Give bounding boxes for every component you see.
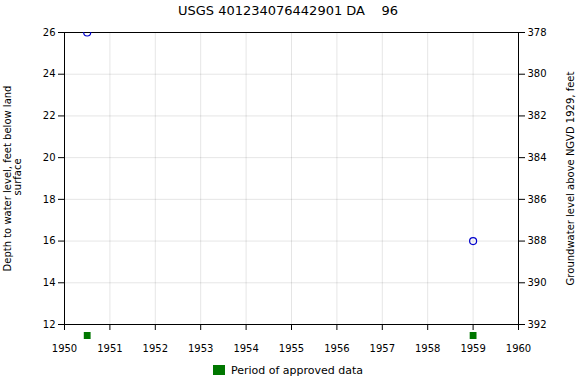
svg-text:1956: 1956 <box>324 343 349 354</box>
svg-text:1950: 1950 <box>52 343 77 354</box>
svg-text:26: 26 <box>43 27 56 38</box>
svg-text:1959: 1959 <box>460 343 485 354</box>
svg-text:Depth to water level, feet bel: Depth to water level, feet below land su… <box>2 86 23 272</box>
svg-text:1953: 1953 <box>188 343 213 354</box>
svg-text:1954: 1954 <box>233 343 258 354</box>
svg-text:386: 386 <box>528 194 547 205</box>
svg-text:388: 388 <box>528 235 547 246</box>
svg-text:392: 392 <box>528 319 547 330</box>
svg-text:12: 12 <box>43 319 56 330</box>
svg-text:1951: 1951 <box>97 343 122 354</box>
svg-text:18: 18 <box>43 194 56 205</box>
svg-text:380: 380 <box>528 68 547 79</box>
svg-text:390: 390 <box>528 277 547 288</box>
svg-text:382: 382 <box>528 110 547 121</box>
svg-text:16: 16 <box>43 235 56 246</box>
svg-text:1960: 1960 <box>506 343 531 354</box>
svg-text:1952: 1952 <box>143 343 168 354</box>
svg-text:1955: 1955 <box>279 343 304 354</box>
html-text:Period of approved data: Period of approved data <box>230 363 364 377</box>
svg-text:1957: 1957 <box>370 343 395 354</box>
html-text:USGS 401234076442901 DA 96: USGS 401234076442901 DA 96 <box>177 3 399 18</box>
svg-text:384: 384 <box>528 152 547 163</box>
svg-text:24: 24 <box>43 68 56 79</box>
svg-text:22: 22 <box>43 110 56 121</box>
svg-text:Groundwater level above NGVD 1: Groundwater level above NGVD 1929, feet <box>565 72 576 286</box>
svg-text:14: 14 <box>43 277 56 288</box>
svg-text:1958: 1958 <box>415 343 440 354</box>
svg-text:20: 20 <box>43 152 56 163</box>
svg-text:378: 378 <box>528 27 547 38</box>
